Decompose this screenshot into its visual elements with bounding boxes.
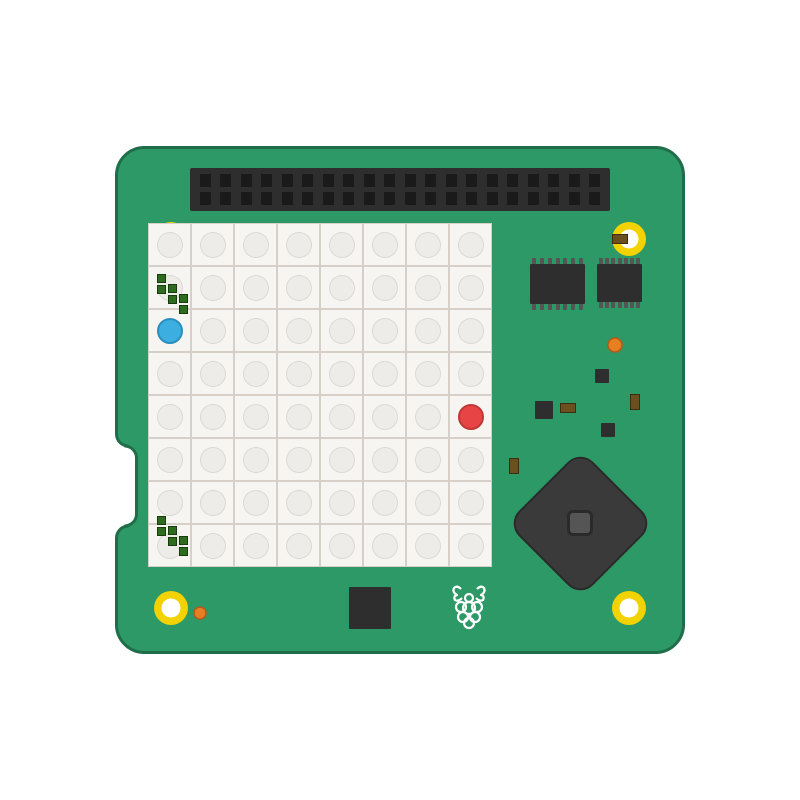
smd-resistor xyxy=(179,536,188,545)
indicator-led xyxy=(608,338,622,352)
smd-resistor xyxy=(168,526,177,535)
smd-resistor xyxy=(157,285,166,294)
joystick[interactable] xyxy=(528,471,633,576)
smd-resistor xyxy=(179,305,188,314)
smd-resistor xyxy=(157,527,166,536)
smd-resistor xyxy=(168,537,177,546)
smd-resistor xyxy=(157,516,166,525)
smd-resistor xyxy=(179,547,188,556)
indicator-led xyxy=(194,607,206,619)
joystick-button[interactable] xyxy=(567,510,593,536)
smd-resistor xyxy=(168,284,177,293)
smd-resistor xyxy=(157,274,166,283)
smd-resistor xyxy=(179,294,188,303)
sense-hat-board xyxy=(115,146,685,654)
smd-resistor xyxy=(168,295,177,304)
raspberry-pi-logo-icon xyxy=(449,583,489,631)
